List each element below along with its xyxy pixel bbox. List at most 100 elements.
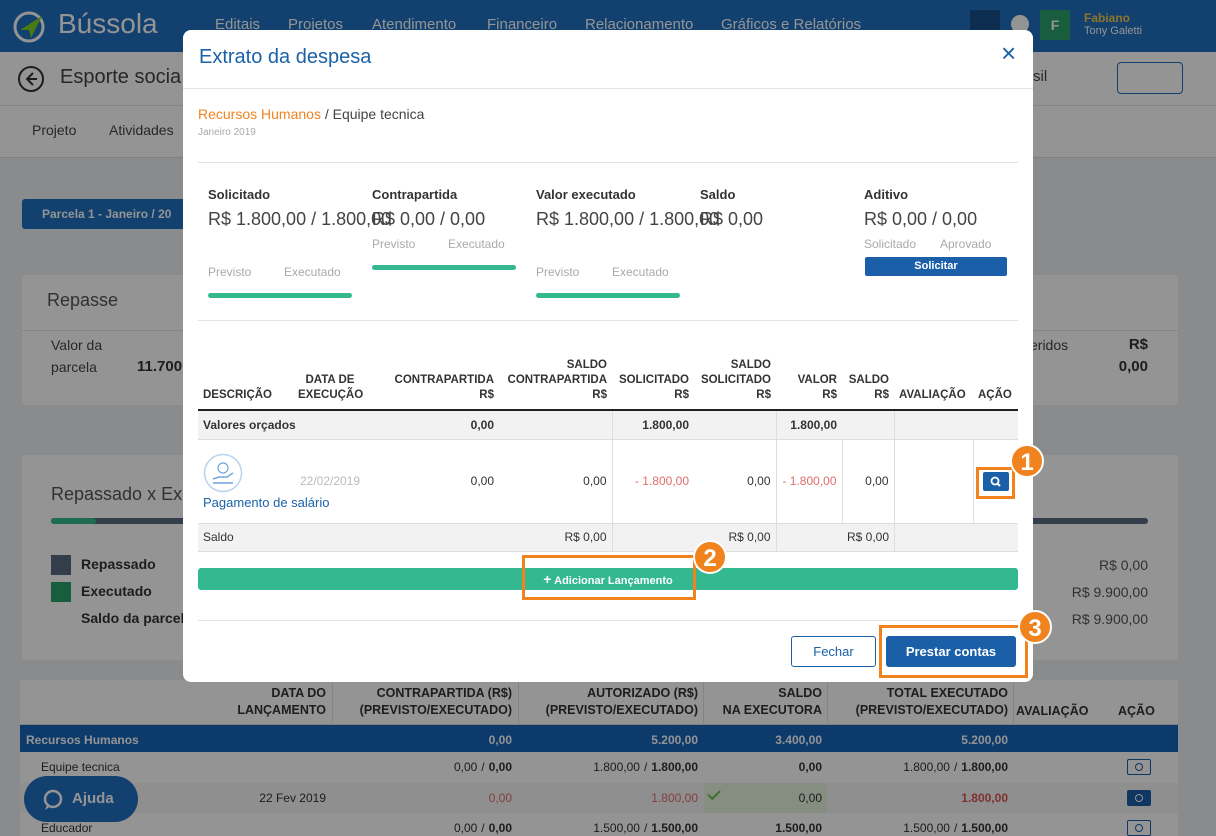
breadcrumb-parent[interactable]: Recursos Humanos (198, 106, 321, 122)
summary-label: Aditivo (864, 187, 909, 202)
parcela-tab[interactable]: Parcela 1 - Janeiro / 20 (22, 199, 212, 229)
cell: 0,00 (489, 791, 512, 805)
separator: / (481, 821, 485, 835)
search-icon (1135, 824, 1143, 832)
legend-label: Repassado (81, 556, 156, 572)
avatar[interactable]: F (1040, 10, 1070, 40)
header-line: (PREVISTO/EXECUTADO) (359, 703, 512, 717)
tab[interactable]: Projeto (32, 122, 77, 138)
nav-item[interactable]: Projetos (288, 16, 344, 33)
summary-label: Contrapartida (372, 187, 458, 202)
cell: 1.800,00/1.800,00 (593, 760, 698, 774)
cell: 0,00 (367, 410, 499, 440)
value: 3.400,00 (775, 733, 822, 747)
header-line: DATA DO (271, 686, 326, 700)
nav-item[interactable]: Gráficos e Relatórios (721, 16, 862, 33)
planned: 0,00 (453, 760, 478, 774)
step-badge: 1 (1010, 444, 1044, 478)
submit-button[interactable]: Prestar contas (886, 636, 1016, 667)
cell: 1.800,00 (775, 410, 842, 440)
cell: 1.800,00 (961, 791, 1008, 805)
value: 5.200,00 (651, 733, 698, 747)
column-header: AÇÃO (1118, 703, 1155, 720)
row-label: Equipe tecnica (41, 760, 120, 774)
cell: 0,00 (841, 439, 894, 524)
cell: 0,00 (694, 439, 776, 524)
summary-sublabel: Executado (448, 237, 505, 251)
cell: 0,00/0,00 (454, 760, 512, 774)
item-description[interactable]: Pagamento de salário (203, 495, 330, 510)
row-date: 22 Fev 2019 (259, 791, 326, 805)
label: eridos (1030, 337, 1069, 353)
row-label: Recursos Humanos (26, 733, 139, 747)
step-badge: 2 (693, 540, 727, 574)
value: 0,00 (488, 791, 512, 805)
highlight-box (879, 625, 1028, 678)
search-icon (1135, 794, 1143, 802)
column-header: SALDO SOLICITADO R$ (694, 352, 776, 411)
column-header: DATA DO LANÇAMENTO (237, 685, 326, 719)
header-line: (PREVISTO/EXECUTADO) (855, 703, 1008, 717)
legend-swatch (51, 555, 71, 575)
header-line: TOTAL EXECUTADO (886, 686, 1008, 700)
value: R$ (1128, 336, 1148, 353)
print-button[interactable] (1117, 62, 1183, 94)
value: 0,00 (488, 733, 512, 747)
request-button[interactable]: Solicitar (865, 257, 1007, 276)
search-icon (1135, 763, 1143, 771)
nav-item[interactable]: Atendimento (372, 16, 457, 33)
summary-sublabel: Solicitado (864, 237, 917, 251)
progress-bar (372, 265, 516, 270)
cell: 1.500,00/1.500,00 (593, 821, 698, 835)
planned: 1.500,00 (593, 821, 640, 835)
nav-item[interactable]: Relacionamento (585, 16, 694, 33)
summary-value: R$ 0,00 / 0,00 (864, 209, 978, 229)
value: 1.500,00 (775, 821, 822, 835)
summary-sublabel: Previsto (536, 265, 580, 279)
summary-sublabel: Aprovado (940, 237, 992, 251)
cell: Saldo (198, 523, 499, 552)
view-button[interactable] (1127, 790, 1151, 806)
header-line: SALDO (566, 359, 607, 371)
back-button[interactable] (17, 65, 45, 93)
cell: R$ 0,00 (499, 523, 612, 552)
value: 11.700 (137, 358, 183, 375)
planned: 1.800,00 (593, 760, 640, 774)
header-line: AVALIAÇÃO (899, 389, 966, 401)
planned: 1.500,00 (903, 821, 950, 835)
separator: / (953, 760, 958, 774)
add-label: Adicionar Lançamento (554, 575, 673, 587)
legend-swatch (51, 582, 71, 602)
view-button[interactable] (982, 471, 1009, 491)
close-button[interactable]: × (1001, 38, 1017, 68)
cell: 5.200,00 (961, 733, 1008, 747)
header-line: AÇÃO (978, 389, 1012, 401)
header-line: R$ (874, 389, 889, 401)
header-line: NA EXECUTORA (722, 703, 822, 717)
cell: 1.800,00/1.800,00 (903, 760, 1008, 774)
add-entry-button[interactable]: + Adicionar Lançamento (198, 568, 1018, 590)
column-header: SALDO R$ (842, 352, 894, 411)
column-header: CONTRAPARTIDA (R$) (PREVISTO/EXECUTADO) (360, 685, 512, 719)
divider (198, 620, 1018, 621)
help-icon[interactable] (1010, 14, 1030, 34)
help-button[interactable]: Ajuda (24, 776, 138, 822)
summary-label: Saldo (700, 187, 736, 202)
summary-sublabel: Previsto (372, 237, 416, 251)
view-button[interactable] (1127, 759, 1151, 775)
separator: / (643, 760, 648, 774)
header-line: AVALIAÇÃO (1016, 704, 1089, 718)
header-line: R$ (592, 389, 607, 401)
summary-sublabel: Executado (612, 265, 669, 279)
divider (198, 162, 1018, 163)
nav-item[interactable]: Editais (215, 16, 261, 33)
value: 0,00 (1118, 358, 1148, 375)
header-line: R$ (822, 389, 837, 401)
header-line: CONTRAPARTIDA (507, 374, 607, 386)
tab[interactable]: Atividades (109, 122, 174, 138)
breadcrumb: Recursos Humanos / Equipe tecnica (198, 106, 424, 122)
close-modal-button[interactable]: Fechar (791, 636, 876, 667)
nav-item[interactable]: Financeiro (487, 16, 558, 33)
divider (20, 724, 1178, 725)
